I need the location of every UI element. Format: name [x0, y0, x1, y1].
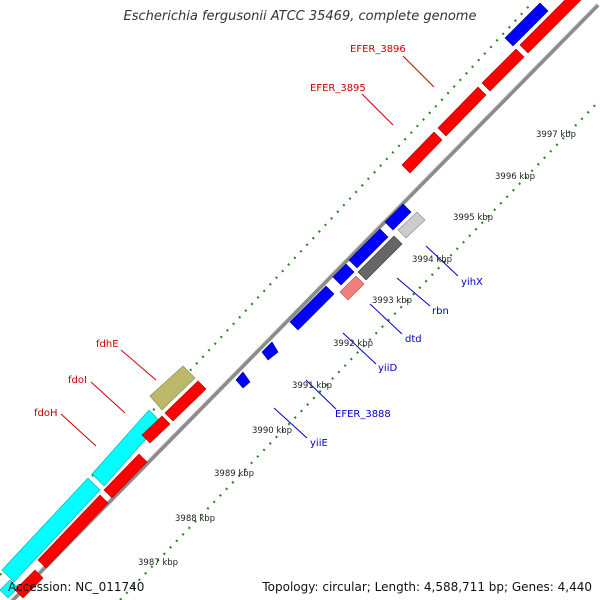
callout-line [361, 93, 394, 126]
gene-label-fdoH: fdoH [34, 408, 58, 419]
gene-feature [289, 285, 335, 331]
tick-label: 3989 kbp [214, 469, 254, 479]
tick-label: 3994 kbp [412, 255, 452, 265]
gene-feature [357, 235, 403, 281]
tick-label: 3996 kbp [495, 172, 535, 182]
reverse-genes-middle [235, 203, 426, 389]
tick-labels: 3987 kbp 3988 kbp 3989 kbp 3990 kbp 3991… [138, 130, 576, 568]
gene-label-yiiE: yiiE [310, 438, 328, 449]
tick-label: 3991 kbp [292, 381, 332, 391]
gene-feature [384, 203, 412, 231]
gene-feature [103, 453, 148, 499]
tick-label: 3995 kbp [453, 213, 493, 223]
gene-label-fdhE: fdhE [96, 339, 119, 350]
reverse-genes-upper [504, 2, 549, 47]
gene-feature [519, 0, 582, 54]
tick-label: 3987 kbp [138, 558, 178, 568]
gene-label-dtd: dtd [405, 334, 422, 345]
callout-line [90, 381, 126, 414]
gene-feature [332, 263, 355, 286]
gene-feature [348, 228, 389, 269]
forward-genes-upper [401, 0, 582, 174]
genome-summary-text: Topology: circular; Length: 4,588,711 bp… [262, 580, 592, 594]
gene-feature [504, 2, 549, 47]
gene-feature [14, 569, 44, 599]
gene-label-yihX: yihX [461, 277, 483, 288]
gene-label-yiiD: yiiD [378, 363, 397, 374]
tick-label: 3988 kbp [175, 514, 215, 524]
tick-label: 3993 kbp [372, 296, 412, 306]
tick-label: 3997 kbp [536, 130, 576, 140]
gene-feature [149, 365, 196, 411]
callout-line [425, 245, 459, 277]
dotted-ruler-outer [0, 4, 531, 576]
gene-feature [481, 48, 525, 92]
gene-feature [164, 380, 207, 422]
gene-label-fdoI: fdoI [68, 375, 87, 386]
gene-feature [141, 415, 171, 444]
gene-label-efer3895: EFER_3895 [310, 83, 366, 94]
genes-lower-left [0, 365, 207, 599]
callout-line [369, 303, 403, 335]
gene-feature [235, 371, 251, 389]
tick-label: 3990 kbp [252, 426, 292, 436]
gene-feature [437, 86, 487, 137]
callout-line [60, 413, 97, 447]
accession-text: Accession: NC_011740 [8, 580, 145, 594]
genome-title: Escherichia fergusonii ATCC 35469, compl… [123, 9, 477, 24]
callout-line [273, 407, 308, 439]
callout-line [342, 332, 377, 365]
callout-line [402, 55, 435, 88]
dotted-ruler-inner [119, 99, 600, 600]
gene-feature [397, 211, 426, 239]
gene-feature [261, 341, 279, 361]
tick-label: 3992 kbp [333, 339, 373, 349]
gene-label-rbn: rbn [432, 306, 449, 317]
gene-label-efer3896: EFER_3896 [350, 44, 406, 55]
gene-feature [37, 494, 109, 569]
gene-feature [339, 275, 365, 301]
callout-line [396, 277, 431, 307]
callout-line [305, 379, 337, 410]
callout-lines [60, 55, 459, 447]
gene-feature [401, 131, 443, 174]
gene-feature [1, 477, 101, 583]
callout-line [120, 349, 157, 381]
gene-label-efer3888: EFER_3888 [335, 409, 391, 420]
gene-labels: EFER_3896 EFER_3895 fdhE fdoI fdoH yihX … [34, 44, 483, 449]
